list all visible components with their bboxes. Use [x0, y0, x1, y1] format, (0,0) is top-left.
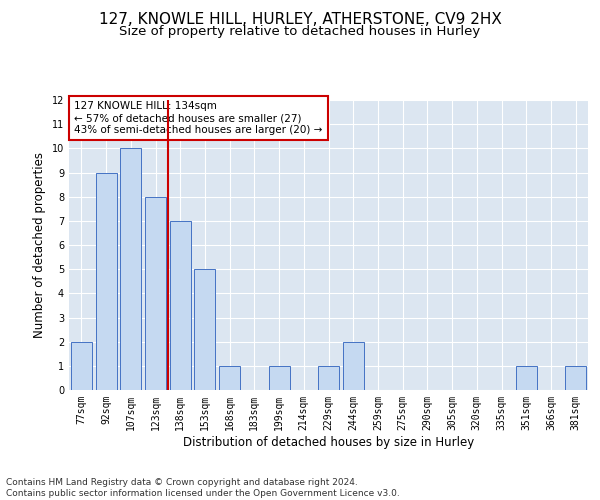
Bar [343, 342, 364, 390]
Bar [516, 366, 537, 390]
Bar [269, 366, 290, 390]
Bar [120, 148, 141, 390]
Bar [318, 366, 339, 390]
Bar [170, 221, 191, 390]
Bar [71, 342, 92, 390]
Bar [565, 366, 586, 390]
X-axis label: Distribution of detached houses by size in Hurley: Distribution of detached houses by size … [183, 436, 474, 448]
Bar [194, 269, 215, 390]
Text: Size of property relative to detached houses in Hurley: Size of property relative to detached ho… [119, 25, 481, 38]
Bar [219, 366, 240, 390]
Text: 127 KNOWLE HILL: 134sqm
← 57% of detached houses are smaller (27)
43% of semi-de: 127 KNOWLE HILL: 134sqm ← 57% of detache… [74, 102, 323, 134]
Text: 127, KNOWLE HILL, HURLEY, ATHERSTONE, CV9 2HX: 127, KNOWLE HILL, HURLEY, ATHERSTONE, CV… [98, 12, 502, 28]
Bar [145, 196, 166, 390]
Y-axis label: Number of detached properties: Number of detached properties [33, 152, 46, 338]
Bar [95, 172, 116, 390]
Text: Contains HM Land Registry data © Crown copyright and database right 2024.
Contai: Contains HM Land Registry data © Crown c… [6, 478, 400, 498]
